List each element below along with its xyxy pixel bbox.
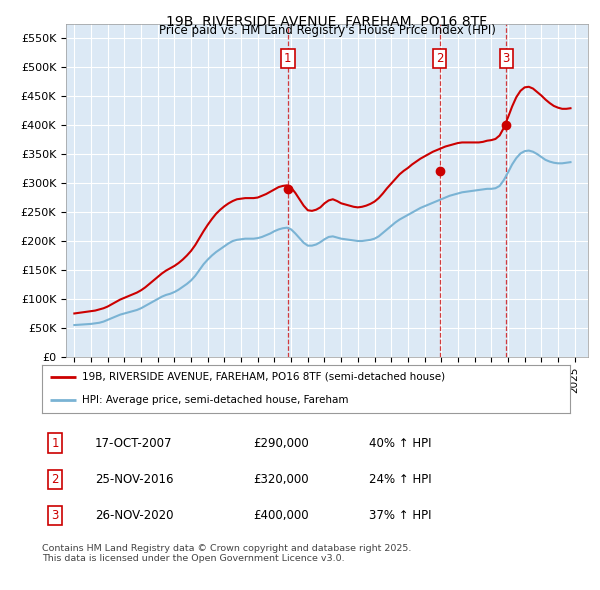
Text: 3: 3 [503, 52, 510, 65]
Text: Contains HM Land Registry data © Crown copyright and database right 2025.
This d: Contains HM Land Registry data © Crown c… [42, 544, 412, 563]
Text: £400,000: £400,000 [253, 509, 309, 522]
Text: 1: 1 [52, 437, 59, 450]
Text: 19B, RIVERSIDE AVENUE, FAREHAM, PO16 8TF (semi-detached house): 19B, RIVERSIDE AVENUE, FAREHAM, PO16 8TF… [82, 372, 445, 382]
Text: Price paid vs. HM Land Registry's House Price Index (HPI): Price paid vs. HM Land Registry's House … [158, 24, 496, 37]
Text: 1: 1 [284, 52, 292, 65]
Text: 2: 2 [52, 473, 59, 486]
Text: 26-NOV-2020: 26-NOV-2020 [95, 509, 173, 522]
Text: 40% ↑ HPI: 40% ↑ HPI [370, 437, 432, 450]
Text: 24% ↑ HPI: 24% ↑ HPI [370, 473, 432, 486]
Text: 17-OCT-2007: 17-OCT-2007 [95, 437, 172, 450]
Text: 3: 3 [52, 509, 59, 522]
Text: 25-NOV-2016: 25-NOV-2016 [95, 473, 173, 486]
Text: 19B, RIVERSIDE AVENUE, FAREHAM, PO16 8TF: 19B, RIVERSIDE AVENUE, FAREHAM, PO16 8TF [166, 15, 488, 29]
Text: £290,000: £290,000 [253, 437, 309, 450]
Text: 2: 2 [436, 52, 443, 65]
Text: HPI: Average price, semi-detached house, Fareham: HPI: Average price, semi-detached house,… [82, 395, 348, 405]
Text: 37% ↑ HPI: 37% ↑ HPI [370, 509, 432, 522]
Text: £320,000: £320,000 [253, 473, 309, 486]
